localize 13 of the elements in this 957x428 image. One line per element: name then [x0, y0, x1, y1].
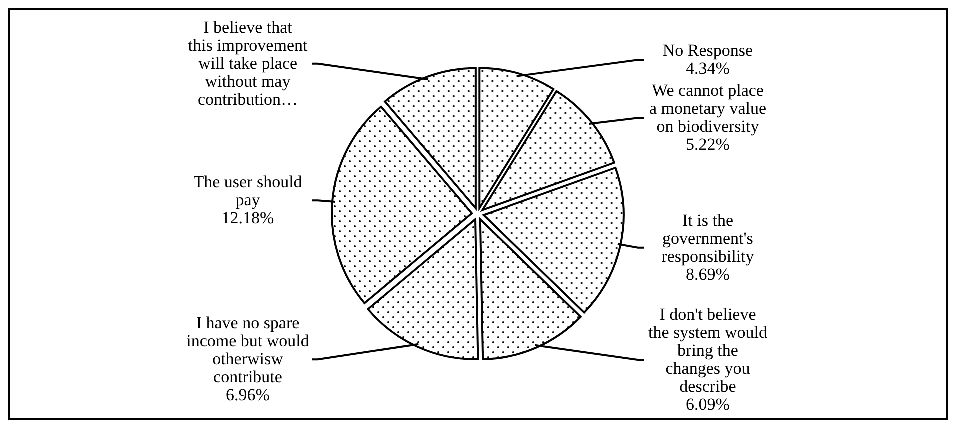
- slice-label: No Response: [662, 41, 754, 60]
- data-label: 12.18%: [222, 208, 274, 228]
- data-label: 8.69%: [686, 264, 730, 284]
- slice-label: The user should pay: [194, 172, 303, 210]
- data-label: 6.96%: [226, 386, 270, 405]
- slice-label: I believe that this improvement will take place without may contribution…: [188, 18, 308, 109]
- slice-label: It is the government's responsibility: [662, 210, 755, 266]
- slice-label: I don't believe the system would bring the changes you describe: [648, 305, 768, 396]
- slice-label: I have no spare income but would otherwisw contribute: [186, 314, 310, 387]
- slice-label: We cannot place a monetary value on biodiversity: [649, 81, 767, 136]
- data-label: 4.34%: [686, 59, 730, 78]
- data-label: 6.09%: [686, 395, 730, 414]
- data-label: 5.22%: [686, 135, 730, 154]
